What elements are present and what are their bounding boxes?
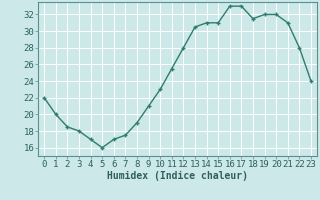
X-axis label: Humidex (Indice chaleur): Humidex (Indice chaleur) [107,171,248,181]
